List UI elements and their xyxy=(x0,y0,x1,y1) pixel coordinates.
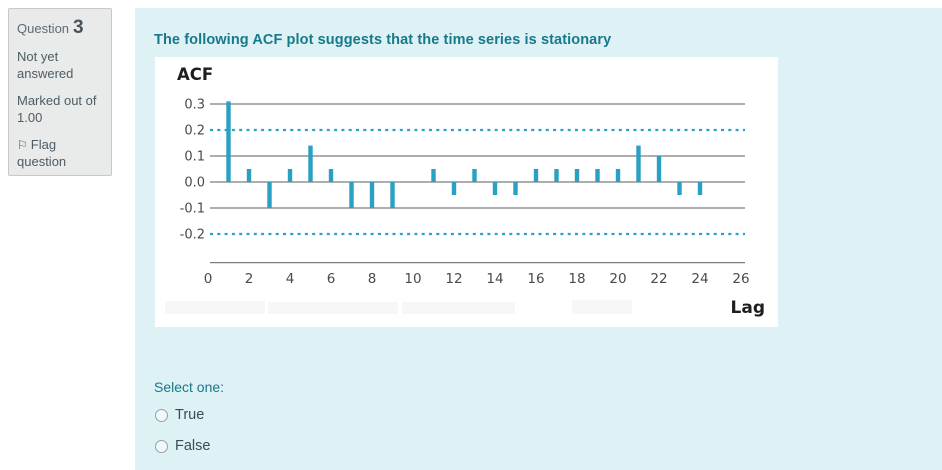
y-tick-label: 0.3 xyxy=(184,98,205,113)
x-axis-title: Lag xyxy=(731,298,765,318)
acf-plot-svg: 0.30.20.10.0-0.1-0.20 2 4 6 8 10 12 14 16 18 20 22 2… xyxy=(165,65,765,318)
option-row-false[interactable]: False xyxy=(155,438,210,454)
y-tick-label: -0.2 xyxy=(180,228,205,243)
acf-bar xyxy=(308,145,313,182)
x-tick-label: 14 xyxy=(486,271,503,287)
x-tick-label: 10 xyxy=(404,271,421,287)
acf-bar xyxy=(513,182,518,195)
acf-bar xyxy=(267,182,272,208)
option-label-false[interactable]: False xyxy=(175,438,211,454)
acf-bar xyxy=(328,169,334,182)
question-number-line: Question 3 xyxy=(17,15,103,41)
select-one-prompt: Select one: xyxy=(154,379,225,395)
question-marks: Marked out of 1.00 xyxy=(17,92,97,126)
option-row-true[interactable]: True xyxy=(155,407,204,423)
acf-bar xyxy=(677,182,682,195)
question-status: Not yet answered xyxy=(17,48,74,82)
question-number: 3 xyxy=(73,17,84,38)
acf-bar xyxy=(472,169,477,182)
acf-bar xyxy=(226,101,231,182)
acf-bar xyxy=(492,182,498,195)
acf-bar xyxy=(287,169,293,182)
x-tick-label: 2 xyxy=(245,271,254,287)
acf-bar xyxy=(554,169,559,182)
background-artifact xyxy=(268,302,398,314)
x-tick-label: 20 xyxy=(609,271,626,287)
x-tick-label: 12 xyxy=(445,271,462,287)
y-tick-label: 0.0 xyxy=(184,176,205,191)
y-axis-title: ACF xyxy=(177,65,213,84)
acf-bar xyxy=(451,182,457,195)
x-tick-label: 16 xyxy=(527,271,544,287)
acf-bar xyxy=(615,169,621,182)
y-tick-label: -0.1 xyxy=(180,202,205,217)
flag-question-link[interactable]: ⚐ Flag question xyxy=(17,136,103,171)
x-tick-label: 8 xyxy=(368,271,377,287)
acf-bar xyxy=(369,182,375,208)
x-tick-label: 4 xyxy=(286,271,295,287)
x-tick-label: 24 xyxy=(691,271,708,287)
x-tick-label: 26 xyxy=(732,271,749,287)
radio-false[interactable] xyxy=(155,439,168,453)
option-label-true[interactable]: True xyxy=(175,407,205,423)
y-tick-label: 0.2 xyxy=(184,124,205,139)
question-label: Question xyxy=(17,21,70,36)
acf-bar xyxy=(390,182,395,208)
acf-bar xyxy=(697,182,703,195)
radio-true[interactable] xyxy=(155,408,168,422)
background-artifact xyxy=(572,300,632,314)
question-text: The following ACF plot suggests that the… xyxy=(154,32,612,48)
acf-bar xyxy=(349,182,354,208)
acf-bar xyxy=(636,145,641,182)
background-artifact xyxy=(165,301,265,314)
x-tick-label: 0 xyxy=(204,271,213,287)
x-tick-label: 22 xyxy=(650,271,667,287)
background-artifact xyxy=(402,302,515,314)
flag-icon: ⚐ xyxy=(17,137,28,152)
acf-bar xyxy=(431,169,436,182)
x-tick-label: 6 xyxy=(327,271,336,287)
acf-bar xyxy=(574,169,580,182)
question-info-box: Question 3 Not yet answered Marked out of… xyxy=(8,8,112,176)
question-panel: The following ACF plot suggests that the… xyxy=(135,8,942,470)
acf-bar xyxy=(246,169,252,182)
acf-bar xyxy=(595,169,600,182)
y-tick-label: 0.1 xyxy=(184,150,205,165)
acf-bar xyxy=(533,169,539,182)
flag-question-label: Flag question xyxy=(17,136,67,170)
acf-bar xyxy=(656,156,662,182)
x-tick-label: 18 xyxy=(568,271,585,287)
acf-chart: 0.3 0.2 0.1 0.0 -0.1 -0.2 0 2 4 6 8 10 12 14 16 18 20 22 2… xyxy=(155,57,778,327)
